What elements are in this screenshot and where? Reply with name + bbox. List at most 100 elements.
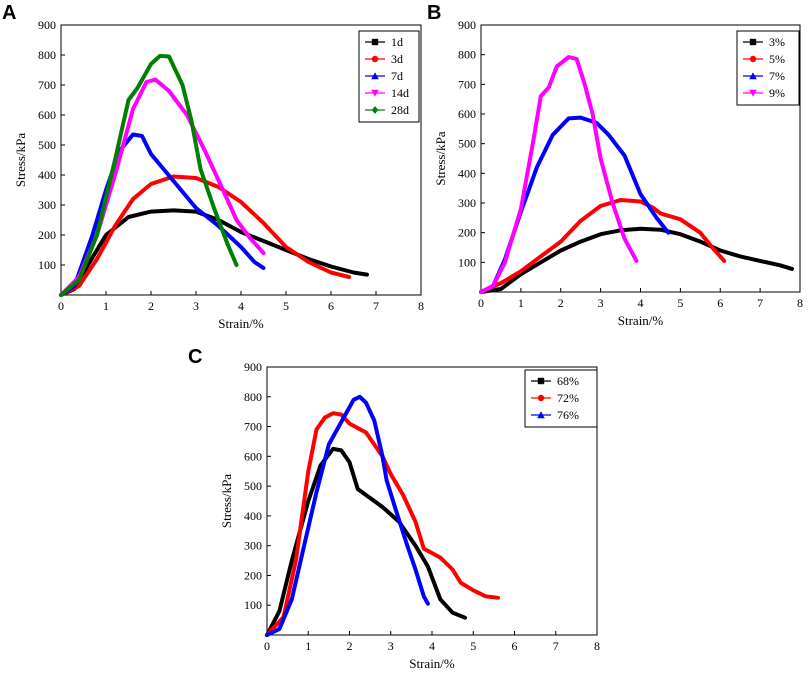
panel-letter: A [2,2,16,24]
y-tick-label: 300 [38,198,56,212]
x-axis-label: Strain/% [218,316,264,331]
y-tick-label: 700 [458,77,476,91]
y-tick-label: 400 [38,168,56,182]
x-axis-label: Strain/% [618,313,664,328]
chart-panel-b: B 0 1 2 3 4 5 6 7 8 100 200 300 400 500 600 700 800 900 Str… [427,2,803,328]
y-tick-label: 100 [458,255,476,269]
legend-marker [749,72,757,80]
y-tick-label: 200 [38,228,56,242]
series-line-5pct [479,198,727,294]
y-tick-label: 600 [38,108,56,122]
y-tick-label: 500 [244,479,262,493]
series-line-28d [59,53,239,297]
y-tick-label: 300 [244,539,262,553]
y-tick-label: 900 [244,360,262,374]
legend-marker [371,89,379,97]
legend-marker [749,38,757,46]
legend-label: 76% [557,408,579,422]
y-tick-label: 800 [38,48,56,62]
y-tick-label: 900 [458,18,476,32]
x-tick-label: 1 [305,639,311,653]
x-tick-label: 0 [58,299,64,313]
series-line-3pct [479,226,794,294]
x-tick-label: 1 [103,299,109,313]
legend-marker [371,55,379,63]
legend-label: 3d [391,52,403,66]
y-tick-label: 600 [244,449,262,463]
y-tick-label: 500 [458,137,476,151]
legend-label: 7d [391,69,403,83]
y-tick-label: 800 [458,48,476,62]
x-tick-label: 2 [347,639,353,653]
series-line-72pct [265,411,500,637]
x-tick-label: 2 [558,296,564,310]
x-tick-label: 6 [512,639,518,653]
x-tick-label: 3 [598,296,604,310]
x-tick-label: 4 [238,299,244,313]
legend-label: 28d [391,103,409,117]
x-tick-label: 0 [264,639,270,653]
y-axis-label: Stress/kPa [219,474,234,528]
y-tick-label: 200 [458,226,476,240]
panel-letter: B [427,2,441,24]
legend-marker [371,106,379,114]
x-tick-label: 1 [518,296,524,310]
legend-marker [371,38,379,46]
legend-marker [537,377,545,385]
x-tick-label: 5 [283,299,289,313]
y-tick-label: 200 [244,568,262,582]
y-tick-label: 500 [38,138,56,152]
x-axis-label: Strain/% [409,656,455,671]
y-tick-label: 400 [244,509,262,523]
y-axis-label: Stress/kPa [433,131,448,185]
y-tick-label: 800 [244,390,262,404]
y-tick-label: 700 [244,420,262,434]
x-tick-label: 7 [553,639,559,653]
y-tick-label: 400 [458,166,476,180]
legend-label: 14d [391,86,409,100]
legend-label: 1d [391,35,403,49]
y-tick-label: 900 [38,18,56,32]
x-tick-label: 6 [717,296,723,310]
series-line-7pct [479,115,671,294]
x-tick-label: 7 [757,296,763,310]
legend-marker [749,89,757,97]
legend-marker [537,411,545,419]
y-tick-label: 600 [458,107,476,121]
chart-panel-a: A 0 1 2 3 4 5 6 7 8 100 200 300 400 500 600 700 800 900 Str… [2,2,424,331]
series-line-7d [59,132,266,297]
legend-label: 72% [557,391,579,405]
y-tick-label: 300 [458,196,476,210]
y-tick-label: 100 [38,258,56,272]
x-tick-label: 3 [388,639,394,653]
x-tick-label: 7 [373,299,379,313]
legend-label: 3% [769,35,785,49]
legend-label: 9% [769,86,785,100]
legend-label: 68% [557,374,579,388]
legend-label: 5% [769,52,785,66]
y-tick-label: 100 [244,598,262,612]
legend-marker [537,394,545,402]
x-tick-label: 5 [470,639,476,653]
x-tick-label: 8 [418,299,424,313]
series-line-9pct [479,55,639,294]
x-tick-label: 5 [677,296,683,310]
x-tick-label: 8 [594,639,600,653]
legend-label: 7% [769,69,785,83]
x-tick-label: 0 [478,296,484,310]
y-tick-label: 700 [38,78,56,92]
x-tick-label: 3 [193,299,199,313]
x-tick-label: 4 [429,639,435,653]
x-tick-label: 4 [638,296,644,310]
x-tick-label: 2 [148,299,154,313]
chart-panel-c: C 0 1 2 3 4 5 6 7 8 100 200 300 400 500 600 700 800 900 Str… [188,346,600,671]
legend-marker [371,72,379,80]
x-tick-label: 6 [328,299,334,313]
series-line-3d [59,174,351,297]
series-line-76pct [265,394,430,637]
panel-letter: C [188,346,202,368]
legend-marker [749,55,757,63]
y-axis-label: Stress/kPa [13,133,28,187]
x-tick-label: 8 [797,296,803,310]
